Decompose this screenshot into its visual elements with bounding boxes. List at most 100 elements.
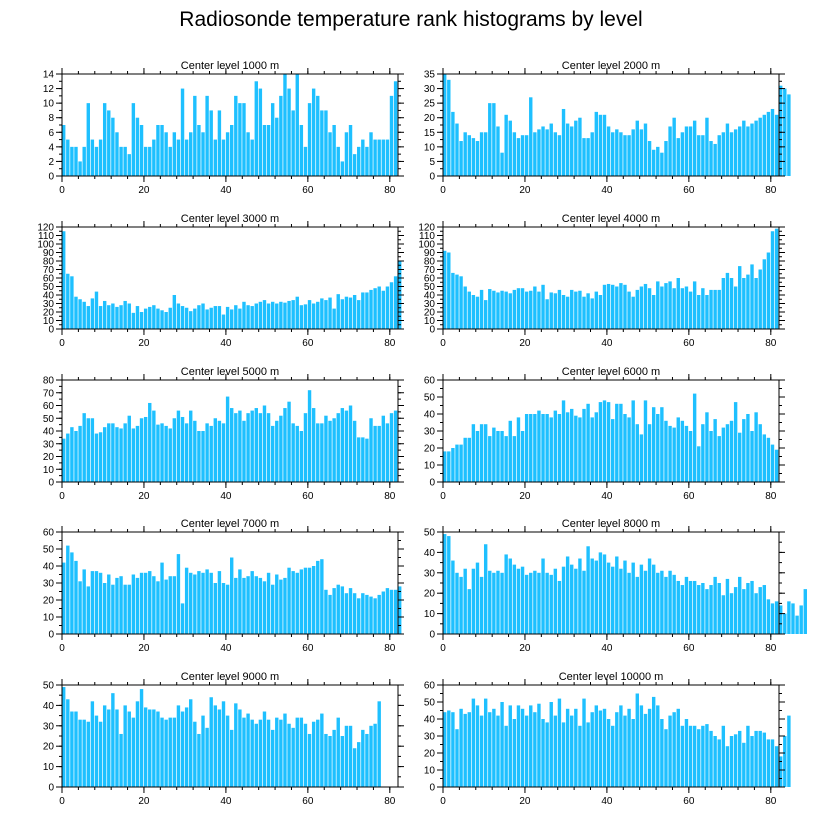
histogram-bar: [492, 708, 496, 787]
histogram-bar: [258, 577, 263, 634]
histogram-bar: [664, 576, 668, 634]
histogram-bar: [78, 581, 82, 634]
histogram-bar: [152, 305, 156, 329]
histogram-bar: [111, 693, 115, 787]
histogram-bar: [131, 428, 136, 482]
histogram-bar: [496, 715, 500, 787]
histogram-bar: [143, 572, 148, 634]
histogram-bar: [176, 303, 181, 329]
histogram-bar: [611, 725, 615, 787]
histogram-bar: [762, 434, 767, 482]
histogram-bar: [332, 729, 336, 787]
histogram-bar: [627, 417, 631, 482]
x-tick-label: 40: [220, 796, 232, 807]
histogram-bar: [733, 734, 738, 787]
y-tick-label: 100: [37, 240, 54, 251]
histogram-bar: [340, 299, 345, 329]
histogram-bar: [586, 403, 590, 482]
x-tick-label: 0: [59, 643, 65, 654]
histogram-bar: [529, 572, 533, 634]
histogram-bar: [336, 584, 340, 634]
histogram-bar: [574, 120, 578, 176]
histogram-bar: [283, 408, 287, 482]
histogram-bar: [639, 434, 644, 482]
x-tick-label: 20: [138, 491, 150, 502]
histogram-bar: [565, 708, 570, 787]
histogram-bar: [647, 424, 652, 482]
y-tick-label: 40: [424, 715, 436, 726]
histogram-bar: [672, 574, 676, 634]
histogram-bar: [152, 410, 156, 482]
histogram-bar: [520, 431, 525, 482]
histogram-bar: [180, 416, 185, 482]
histogram-bar: [299, 569, 304, 634]
histogram-bar: [766, 739, 771, 787]
histogram-bar: [709, 141, 713, 176]
y-tick-label: 10: [424, 461, 436, 472]
histogram-bar: [463, 713, 467, 787]
histogram-bar: [66, 433, 70, 482]
histogram-bar: [479, 132, 484, 176]
histogram-bar: [164, 579, 168, 634]
histogram-bar: [311, 303, 316, 329]
histogram-bar: [303, 567, 308, 634]
histogram-bar: [266, 719, 271, 787]
histogram-bar: [672, 288, 676, 329]
histogram-bar: [148, 571, 152, 634]
histogram-bar: [127, 154, 131, 176]
histogram-bar: [594, 291, 599, 329]
histogram-bar: [221, 139, 226, 176]
histogram-bar: [209, 110, 213, 176]
histogram-bar: [664, 141, 668, 176]
histogram-bar: [725, 272, 730, 329]
histogram-bar: [98, 432, 103, 482]
histogram-bar: [344, 725, 349, 787]
histogram-bar: [70, 552, 74, 634]
histogram-bar: [221, 583, 226, 634]
histogram-bar: [520, 708, 525, 787]
y-tick-label: 40: [43, 427, 55, 438]
histogram-bar: [504, 436, 508, 482]
histogram-bar: [135, 425, 140, 482]
histogram-bar: [254, 81, 258, 176]
histogram-bar: [697, 729, 701, 787]
x-tick-label: 0: [440, 338, 446, 349]
x-tick-label: 60: [683, 185, 695, 196]
histogram-bar: [230, 729, 234, 787]
histogram-bar: [389, 282, 394, 329]
histogram-bar: [340, 161, 345, 176]
histogram-bar: [193, 420, 197, 482]
histogram-bar: [750, 431, 754, 482]
histogram-bar: [197, 571, 201, 634]
histogram-bar: [189, 410, 193, 482]
histogram-bar: [758, 587, 762, 634]
histogram-bar: [172, 295, 177, 329]
histogram-bar: [475, 141, 480, 176]
histogram-bar: [545, 129, 549, 176]
histogram-bar: [787, 601, 791, 634]
histogram-bar: [660, 152, 664, 176]
histogram-bar: [680, 585, 685, 634]
histogram-bar: [762, 732, 767, 787]
histogram-bar: [357, 437, 361, 483]
histogram-bar: [664, 283, 668, 329]
histogram-bar: [62, 231, 66, 329]
histogram-bar: [754, 278, 758, 329]
histogram-bar: [291, 571, 295, 634]
histogram-bar: [172, 418, 177, 482]
histogram-bar: [639, 564, 644, 634]
histogram-bar: [611, 419, 615, 482]
histogram-bar: [565, 296, 570, 329]
histogram-bar: [270, 584, 275, 634]
histogram-bar: [500, 572, 504, 634]
y-tick-label: 10: [424, 609, 436, 620]
histogram-bar: [500, 152, 504, 176]
panel-title: Center level 9000 m: [181, 671, 279, 683]
histogram-bar: [197, 431, 201, 482]
y-tick-label: 10: [43, 99, 55, 110]
x-tick-label: 40: [601, 491, 613, 502]
histogram-bar: [766, 111, 771, 176]
histogram-bar: [615, 129, 619, 176]
y-tick-label: 0: [429, 172, 435, 183]
histogram-bar: [180, 603, 185, 634]
